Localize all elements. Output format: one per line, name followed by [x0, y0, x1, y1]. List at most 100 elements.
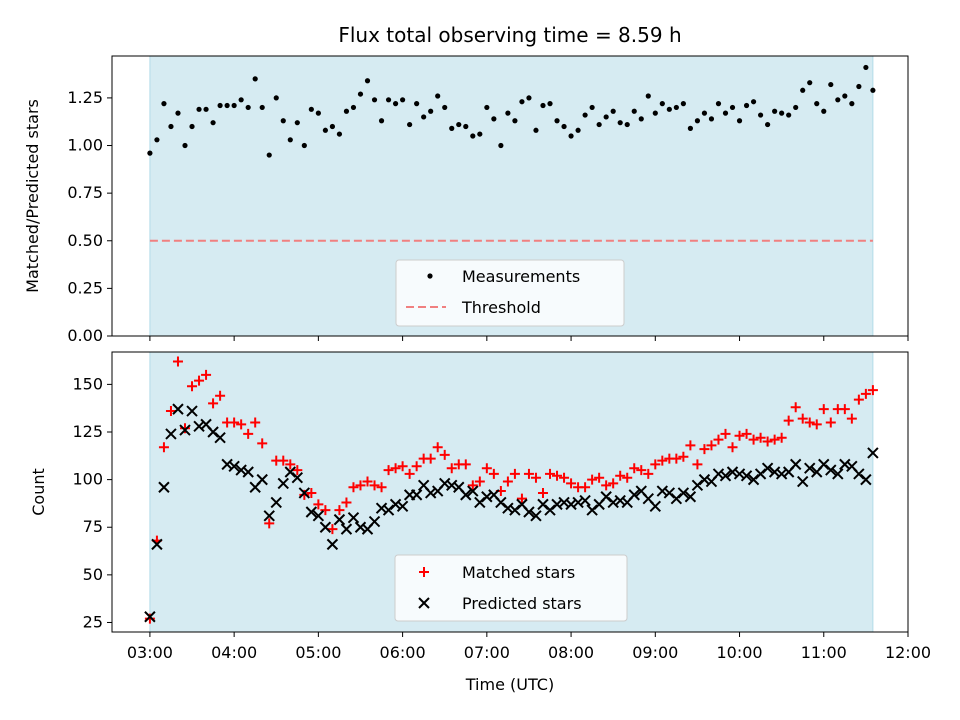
measurement-point — [224, 102, 230, 109]
x-tick-label: 10:00 — [716, 643, 762, 662]
measurement-point — [484, 104, 490, 111]
measurement-point — [196, 106, 202, 112]
matched-star-marker — [734, 430, 745, 441]
matched-star-marker — [580, 482, 591, 493]
measurement-point — [645, 93, 651, 99]
matched-star-marker — [369, 480, 380, 491]
matched-star-marker — [165, 406, 176, 417]
matched-star-marker — [180, 423, 191, 434]
measurement-point — [392, 101, 399, 107]
measurement-points — [147, 64, 876, 158]
matched-star-marker — [643, 468, 654, 479]
matched-star-marker — [741, 428, 752, 439]
predicted-star-marker — [368, 515, 381, 528]
top-axes-frame — [111, 55, 909, 337]
measurement-point — [701, 110, 708, 116]
measurement-point — [870, 87, 876, 93]
matched-star-marker — [601, 480, 612, 491]
x-tick-label: 03:00 — [127, 643, 173, 662]
measurement-point — [322, 127, 328, 133]
measurement-point — [203, 106, 209, 112]
predicted-star-marker — [326, 538, 339, 551]
predicted-star-marker — [677, 487, 690, 499]
x-tick-label: 12:00 — [885, 643, 931, 662]
legend-marker-matched — [419, 567, 429, 577]
matched-star-marker — [502, 476, 513, 487]
measurement-point — [540, 102, 546, 109]
predicted-star-marker — [530, 510, 542, 522]
measurement-point — [596, 121, 602, 128]
matched-star-marker — [846, 413, 857, 424]
predicted-star-marker — [572, 496, 584, 509]
predicted-star-marker — [179, 424, 191, 436]
predicted-star-marker — [396, 500, 409, 512]
matched-star-marker — [348, 482, 359, 493]
matched-star-marker — [566, 478, 577, 489]
measurement-point — [238, 97, 244, 103]
y-tick-label: 150 — [72, 374, 103, 393]
measurement-point — [722, 110, 729, 116]
predicted-star-marker — [439, 477, 451, 490]
matched-star-marker — [299, 489, 310, 500]
measurement-point — [666, 106, 672, 112]
legend-label-predicted: Predicted stars — [462, 594, 582, 613]
predicted-star-marker — [446, 479, 458, 492]
matched-star-marker — [215, 390, 226, 401]
x-tick-label: 04:00 — [211, 643, 257, 662]
predicted-star-marker — [860, 473, 872, 486]
bottom-axes-frame — [111, 351, 909, 633]
chart-title: Flux total observing time = 8.59 h — [338, 23, 681, 47]
matched-star-marker — [158, 442, 169, 453]
matched-star-marker — [825, 417, 836, 428]
measurement-point — [154, 137, 160, 143]
predicted-star-marker — [761, 462, 774, 474]
matched-star-marker — [530, 472, 541, 483]
predicted-star-marker — [649, 500, 662, 512]
measurement-point — [673, 104, 679, 111]
predicted-star-marker — [523, 506, 535, 518]
matched-star-marker — [257, 438, 268, 449]
measurement-point — [800, 87, 806, 93]
measurement-point — [498, 142, 504, 149]
y-tick-label: 0.75 — [67, 183, 103, 202]
predicted-star-marker — [242, 466, 254, 478]
measurement-point — [168, 123, 174, 130]
predicted-star-marker — [277, 477, 289, 490]
measurement-point — [378, 118, 385, 124]
matched-star-marker — [699, 444, 710, 455]
measurement-point — [729, 104, 736, 111]
matched-star-marker — [481, 463, 492, 474]
predicted-star-marker — [789, 458, 802, 471]
measurement-point — [694, 118, 701, 124]
x-tick-label: 09:00 — [632, 643, 678, 662]
predicted-star-marker — [768, 466, 781, 478]
matched-star-marker — [755, 432, 766, 443]
predicted-star-marker — [228, 460, 240, 472]
measurement-point — [280, 118, 286, 124]
predicted-star-marker — [607, 496, 619, 509]
matched-star-marker — [657, 455, 668, 466]
matched-star-marker — [839, 404, 850, 415]
measurement-point — [779, 110, 785, 116]
measurement-point — [357, 91, 364, 97]
matched-star-marker — [229, 417, 240, 428]
matched-star-marker — [678, 451, 689, 462]
measurement-point — [526, 95, 532, 101]
matched-star-marker — [692, 459, 703, 470]
measurement-point — [210, 120, 216, 126]
matched-star-marker — [615, 470, 626, 481]
y-tick-label: 50 — [83, 565, 103, 584]
predicted-star-marker — [186, 405, 198, 417]
matched-star-marker — [594, 472, 605, 483]
matched-star-marker — [292, 465, 303, 476]
measurement-point — [463, 123, 469, 130]
matched-star-marker — [313, 499, 324, 510]
matched-star-marker — [172, 356, 183, 367]
top-y-axis-label: Matched/Predicted stars — [23, 99, 42, 293]
matched-star-marker — [860, 388, 871, 399]
measurement-point — [750, 99, 757, 105]
matched-star-marker — [818, 404, 829, 415]
x-tick-label: 08:00 — [548, 643, 594, 662]
matched-star-marker — [727, 442, 738, 453]
measurement-point — [687, 125, 693, 131]
